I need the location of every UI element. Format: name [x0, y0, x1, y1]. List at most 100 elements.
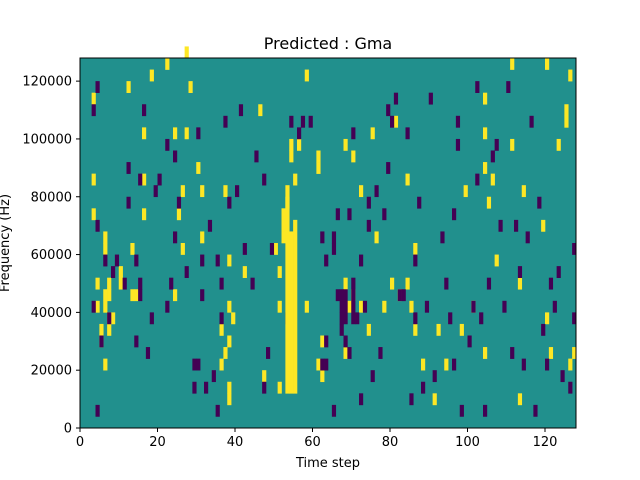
heatmap-cell-high [359, 185, 364, 198]
heatmap-cell-low [335, 289, 340, 302]
heatmap-cell-high [103, 231, 108, 244]
heatmap-cell-low [215, 404, 220, 417]
heatmap-cell-low [483, 404, 488, 417]
heatmap-cell-high [556, 138, 561, 151]
heatmap-cell-high [188, 81, 193, 93]
heatmap-cell-high [281, 231, 286, 244]
heatmap-cell-high [382, 300, 387, 313]
heatmap-cell-low [300, 115, 306, 128]
heatmap-cell-high [95, 277, 100, 290]
heatmap-cell-low [339, 312, 344, 325]
heatmap-cell-high [297, 138, 302, 151]
heatmap-cell-low [95, 404, 100, 417]
heatmap-cell-low [401, 289, 406, 302]
heatmap-cell-low [192, 381, 197, 394]
heatmap-cell-high [390, 277, 395, 290]
heatmap-cell-high [227, 393, 232, 406]
y-tick-label: 0 [64, 422, 72, 437]
chart-title: Predicted : Gma [264, 34, 392, 53]
heatmap-cell-low [413, 312, 418, 325]
y-axis: 0 20000 40000 60000 80000 100000 120000 [22, 75, 80, 437]
heatmap-cell-high [343, 347, 348, 359]
heatmap-cell-low [95, 81, 100, 93]
heatmap-cell-low [242, 243, 247, 255]
heatmap-cell-high [510, 138, 515, 151]
heatmap-cell-high [405, 277, 410, 290]
heatmap-cell-low [91, 104, 96, 117]
heatmap-cell-high [103, 300, 108, 313]
heatmap-cell-high [494, 254, 499, 267]
heatmap-cell-low [308, 115, 313, 128]
heatmap-cell-high [103, 289, 108, 302]
heatmap-cell-low [204, 381, 209, 394]
heatmap-cell-low [196, 127, 201, 140]
heatmap-cell-low [471, 300, 476, 313]
heatmap-cell-low [382, 208, 387, 221]
heatmap-cell-low [417, 196, 422, 209]
heatmap-cell-low [134, 254, 139, 267]
plot-frame [79, 57, 577, 429]
heatmap-cell-low [339, 323, 344, 336]
heatmap-cell-high [359, 300, 364, 313]
heatmap-cell-low [386, 104, 391, 117]
heatmap-cell-high [564, 104, 569, 117]
heatmap-cell-high [103, 243, 108, 255]
heatmap-cell-high [277, 266, 282, 278]
heatmap-cell-low [502, 300, 507, 313]
heatmap-cell-low [455, 138, 461, 151]
heatmap-cell-high [118, 277, 123, 290]
heatmap-cell-high [413, 323, 418, 336]
heatmap-cell-high [180, 243, 185, 255]
heatmap-cell-high [374, 231, 379, 244]
heatmap-cell-low [211, 370, 216, 383]
heatmap-band-low [351, 277, 356, 325]
heatmap-cell-low [459, 404, 464, 417]
y-tick-label: 60000 [31, 248, 72, 263]
x-tick-label: 40 [227, 435, 244, 450]
heatmap-cell-high [107, 323, 112, 336]
heatmap-cell-high [95, 300, 100, 313]
heatmap-cell-high [258, 104, 263, 117]
heatmap-cell-low [452, 208, 457, 221]
heatmap-cell-low [324, 335, 329, 348]
heatmap-cell-high [142, 127, 147, 140]
heatmap-cell-low [331, 243, 337, 255]
heatmap-cell-low [393, 92, 399, 105]
heatmap-cell-high [149, 69, 154, 82]
heatmap-cell-low [173, 231, 178, 244]
heatmap-cell-low [324, 358, 329, 371]
heatmap-cell-low [560, 370, 565, 383]
heatmap-cell-high [107, 289, 112, 302]
heatmap-cell-high [103, 358, 108, 371]
x-axis-label: Time step [295, 456, 360, 471]
heatmap-cell-high [180, 185, 185, 198]
heatmap-cell-high [490, 173, 495, 186]
heatmap-cell-low [200, 254, 205, 267]
heatmap-cell-low [568, 381, 573, 394]
heatmap-cell-low [157, 173, 162, 186]
x-tick-label: 60 [304, 435, 321, 450]
x-tick-label: 80 [382, 435, 399, 450]
heatmap-cell-low [297, 127, 302, 140]
heatmap-cell-low [467, 335, 472, 348]
heatmap-cell-high [126, 81, 131, 93]
heatmap-cell-low [390, 115, 395, 128]
heatmap-cell-high [176, 208, 182, 221]
heatmap-cell-high [231, 312, 236, 325]
heatmap-cell-low [169, 277, 174, 290]
heatmap-cell-high [483, 127, 488, 140]
heatmap-cell-low [424, 300, 430, 313]
heatmap-cell-high [142, 208, 147, 221]
heatmap-cell-low [541, 323, 546, 336]
heatmap-cell-low [149, 312, 154, 325]
x-tick-label: 20 [149, 435, 166, 450]
heatmap-cell-high [405, 173, 410, 186]
heatmap-cell-high [421, 358, 426, 371]
heatmap-cell-low [428, 92, 433, 105]
heatmap-cell-high [444, 358, 449, 371]
heatmap-cell-low [95, 219, 100, 232]
heatmap-cell-low [91, 300, 96, 313]
x-tick-label: 0 [76, 435, 84, 450]
heatmap-cell-low [250, 277, 255, 290]
x-tick-label: 120 [533, 435, 558, 450]
